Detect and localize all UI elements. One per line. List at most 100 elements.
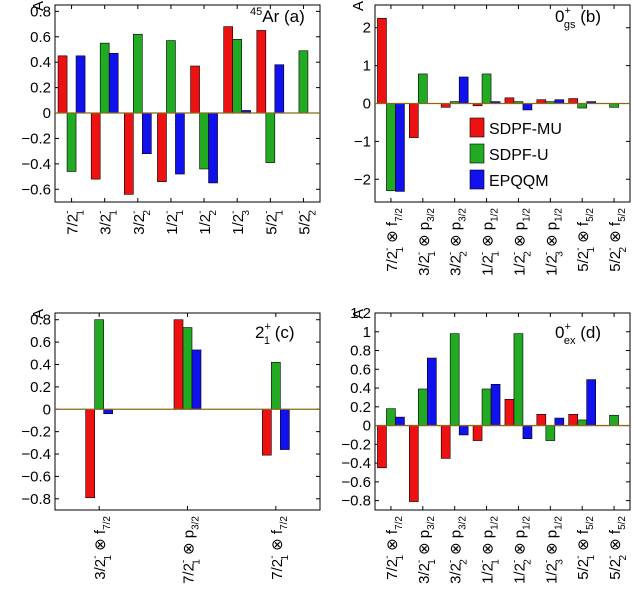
y-tick-label: 1.2	[350, 305, 371, 322]
bar-epqqm-0	[395, 103, 405, 192]
bar-sdpf-u-5	[545, 425, 556, 441]
bar-sdpf-u-3	[166, 40, 176, 114]
orbital: f	[384, 221, 401, 226]
orbital: p	[448, 530, 465, 538]
bar-sdpf-mu-4	[504, 97, 515, 104]
parity: -	[261, 211, 272, 214]
bar-sdpf-mu-4	[190, 65, 200, 114]
x-tick-label: 5/2- 2	[294, 210, 318, 235]
y-tick-label: −0.4	[21, 446, 51, 463]
parity: -	[129, 211, 140, 214]
bar-sdpf-mu-2	[262, 408, 272, 456]
y-tick-label: −0.8	[341, 493, 371, 510]
spin: 5/2	[607, 559, 624, 580]
orbital-sub: 1/2	[521, 516, 532, 530]
orbital-sub: 3/2	[458, 208, 469, 222]
x-tick-label: 7/2- 1 ⊗ f7/2	[382, 208, 406, 272]
tag-main: 2	[255, 323, 264, 342]
y-tick-label: 0.4	[30, 356, 51, 373]
bar-epqqm-3	[490, 383, 501, 426]
y-tick-label: −0.6	[341, 474, 371, 491]
bar-epqqm-6	[586, 379, 596, 426]
y-tick-label: −0.6	[21, 468, 51, 485]
orbital: p	[543, 530, 560, 538]
spin: 7/2	[65, 214, 82, 235]
bar-epqqm-2	[142, 112, 152, 155]
bar-sdpf-u-6	[265, 112, 276, 163]
state-index: 1	[175, 210, 186, 216]
y-tick-label: 2	[363, 20, 371, 37]
orbital: f	[575, 529, 592, 534]
y-tick-label: 0.2	[30, 80, 51, 97]
x-tick-label: 1/2- 1	[162, 210, 186, 235]
panel-c: 0.8 0.6 0.4 0.2 0 −0.2 −0.4 −0.6 −0.8 A 2+ 1 (c) 3/2…	[21, 309, 321, 584]
legend-swatch	[469, 169, 485, 190]
orbital: p	[480, 222, 497, 230]
state-index: 2	[522, 251, 533, 257]
spin: 1/2	[511, 255, 528, 276]
bar-epqqm-4	[522, 425, 533, 440]
parity: -	[509, 252, 520, 255]
state-index: 1	[109, 210, 120, 216]
tag-sub: ex	[564, 335, 576, 347]
spin: 5/2	[575, 559, 592, 580]
spin: 3/2	[131, 214, 148, 235]
bar-sdpf-u-0	[66, 112, 77, 172]
state-index: 1	[586, 247, 597, 253]
panel-tag: 45Ar (a)	[250, 6, 305, 26]
state-index: 2	[142, 210, 153, 216]
parity: -	[605, 248, 616, 251]
x-tick-label: 7/2- 1 ⊗ f7/2	[267, 516, 291, 580]
y-tick-label: −0.4	[21, 156, 51, 173]
bar-sdpf-u-2	[449, 333, 460, 426]
parity: -	[90, 556, 101, 559]
orbital-sub: 5/2	[617, 208, 628, 222]
otimes: ⊗	[607, 534, 624, 555]
tag-sup: +	[264, 321, 270, 333]
x-tick-label: 5/2- 1	[261, 210, 285, 235]
spin: 1/2	[480, 563, 497, 584]
bar-sdpf-u-7	[298, 50, 309, 114]
orbital-sub: 1/2	[553, 208, 564, 222]
bar-sdpf-mu-0	[377, 17, 387, 104]
y-tick-label: 0.6	[30, 29, 51, 46]
bar-sdpf-mu-6	[256, 30, 267, 114]
state-index: 2	[459, 559, 470, 565]
bar-sdpf-mu-5	[223, 26, 233, 114]
parity: -	[96, 211, 107, 214]
orbital-sub: 5/2	[585, 516, 596, 530]
x-tick-label: 5/2- 1 ⊗ f5/2	[573, 208, 597, 272]
bar-sdpf-u-1	[418, 73, 428, 104]
bar-sdpf-mu-1	[409, 425, 419, 502]
panel-tag: 0+ ex (d)	[555, 321, 601, 347]
spin: 1/2	[197, 214, 214, 235]
state-index: 3	[241, 210, 252, 216]
bar-epqqm-0	[103, 408, 113, 415]
orbital-sub: 7/2	[279, 516, 290, 530]
bar-sdpf-u-4	[199, 112, 209, 170]
state-index: 1	[76, 210, 87, 216]
parity: -	[294, 211, 305, 214]
plot-frame	[54, 4, 321, 203]
state-index: 1	[586, 555, 597, 561]
y-axis-label: A	[350, 309, 367, 319]
otimes: ⊗	[384, 534, 401, 555]
panel-b: 210−1−2A0+ gs (b)7/2- 1 ⊗ f7/23/2- 1 ⊗ p3/2…	[350, 1, 631, 276]
x-tick-label: 1/2- 3 ⊗ p1/2	[541, 208, 565, 276]
parity: -	[573, 556, 584, 559]
y-tick-label: 0	[43, 401, 51, 418]
bar-sdpf-u-1	[99, 42, 110, 114]
orbital: p	[416, 222, 433, 230]
state-index: 2	[618, 555, 629, 561]
bar-sdpf-u-6	[577, 103, 587, 109]
orbital-sub: 3/2	[191, 516, 202, 530]
parity: -	[446, 560, 457, 563]
orbital: p	[543, 222, 560, 230]
bar-epqqm-0	[395, 416, 405, 426]
parity: -	[605, 556, 616, 559]
bar-sdpf-mu-6	[568, 414, 578, 426]
bar-epqqm-5	[554, 417, 565, 426]
state-index: 1	[427, 251, 438, 257]
orbital-sub: 3/2	[426, 208, 437, 222]
